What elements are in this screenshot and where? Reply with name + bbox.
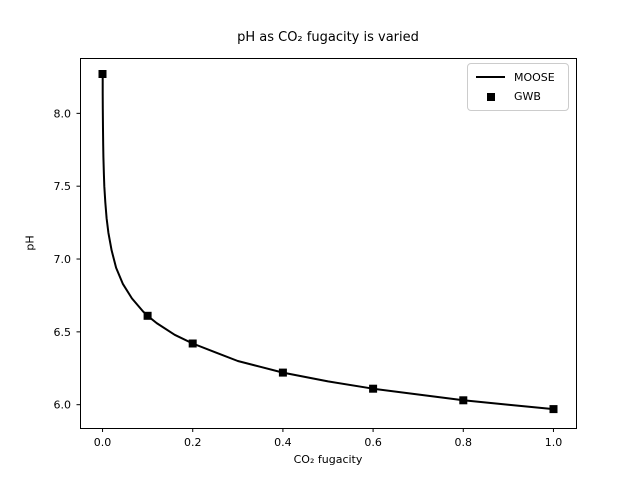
chart-title: pH as CO₂ fugacity is varied [237,30,419,45]
gwb-marker [143,311,152,320]
x-axis-label: CO₂ fugacity [293,453,363,466]
line-sample-icon [476,76,505,79]
x-tick-label: 0.4 [274,436,292,449]
gwb-marker [188,339,197,348]
x-tick-label: 0.8 [455,436,473,449]
legend-label-moose: MOOSE [514,70,555,84]
y-tick-label: 6.0 [54,399,72,412]
gwb-marker [278,368,287,377]
y-tick-label: 7.5 [54,180,72,193]
x-tick-label: 0.6 [364,436,382,449]
y-tick-label: 8.0 [54,107,72,120]
gwb-marker [549,405,558,414]
legend-label-gwb: GWB [514,90,541,104]
y-tick-label: 7.0 [54,253,72,266]
moose-line [101,74,554,411]
gwb-marker [369,384,378,393]
square-marker-icon [486,92,495,101]
legend-line-swatch [476,76,505,79]
x-tick-label: 0.2 [184,436,202,449]
y-tick-label: 6.5 [54,326,72,339]
legend-entry-moose: MOOSE [476,71,568,84]
gwb-marker [459,396,468,405]
legend: MOOSE GWB [467,63,569,111]
x-tick-label: 1.0 [545,436,563,449]
x-tick-label: 0.0 [94,436,112,449]
legend-marker-swatch [476,92,505,101]
legend-entry-gwb: GWB [476,90,568,103]
y-axis-label: pH [23,235,37,251]
gwb-marker [98,70,107,78]
plot-area [80,58,577,429]
